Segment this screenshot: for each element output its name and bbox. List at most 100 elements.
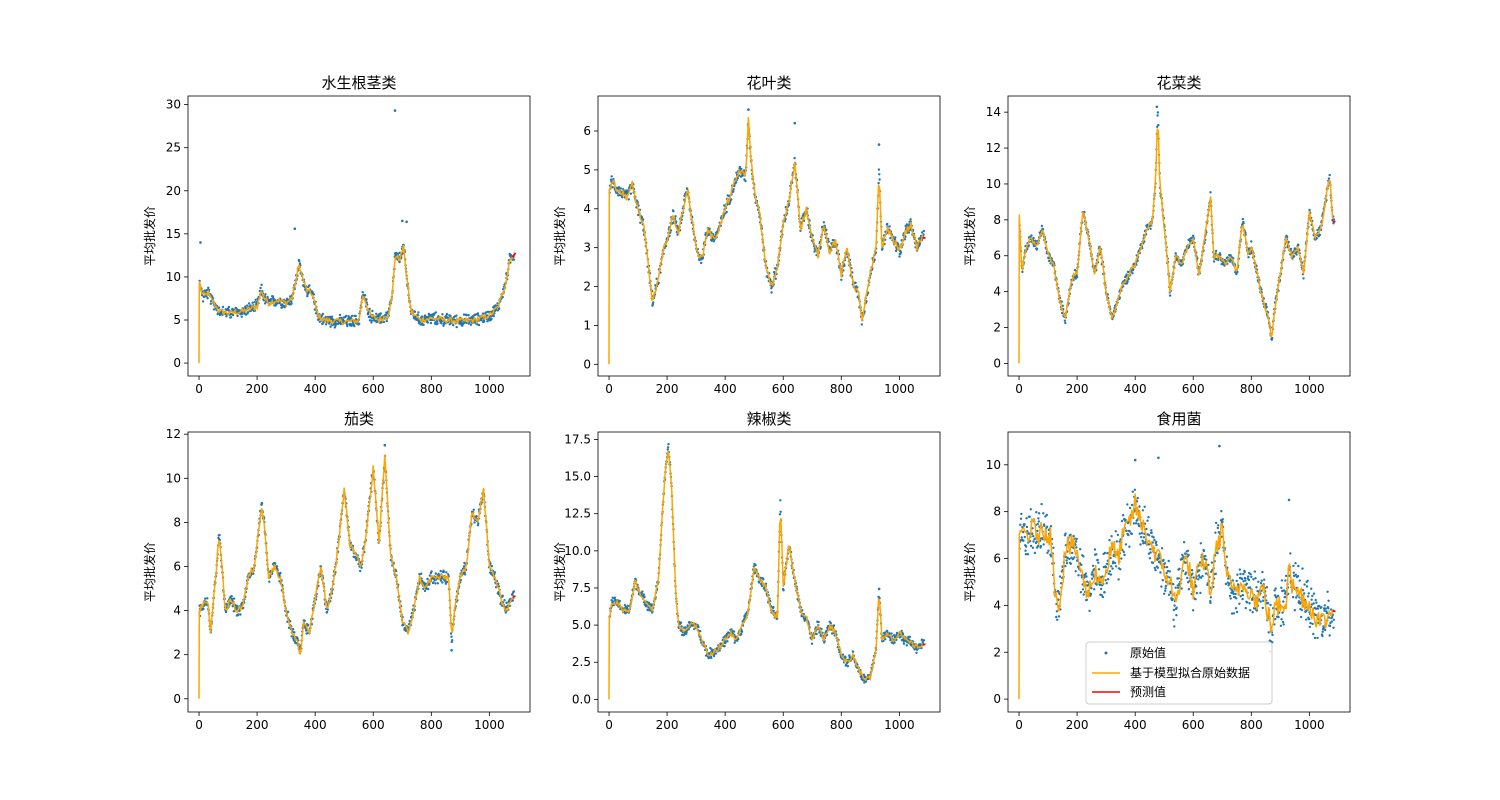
data-point — [714, 652, 718, 655]
data-point — [496, 309, 499, 312]
data-point — [1056, 618, 1059, 621]
data-point — [306, 294, 309, 298]
data-point — [490, 565, 494, 568]
data-point — [684, 626, 687, 629]
data-point — [1214, 249, 1218, 253]
data-point — [787, 204, 791, 207]
data-point — [652, 301, 655, 304]
data-point — [1103, 551, 1107, 555]
data-point — [827, 240, 830, 243]
data-point — [375, 312, 378, 315]
data-point — [922, 229, 926, 233]
data-point — [511, 599, 514, 602]
data-point — [896, 243, 900, 246]
data-point — [851, 271, 854, 274]
data-point — [1077, 574, 1080, 577]
data-point — [878, 597, 881, 600]
data-point — [436, 582, 440, 585]
data-point — [760, 584, 764, 588]
data-point — [1091, 571, 1094, 574]
data-point — [401, 219, 404, 223]
data-point — [1236, 270, 1239, 274]
data-point — [441, 581, 444, 584]
x-tick-label: 400 — [304, 718, 327, 732]
plot-area — [1018, 105, 1336, 364]
data-point — [422, 323, 425, 326]
y-tick-label: 0 — [583, 357, 591, 371]
data-point — [813, 250, 816, 253]
data-point — [1042, 512, 1045, 515]
x-tick-label: 200 — [656, 718, 679, 732]
x-tick-label: 200 — [246, 718, 269, 732]
x-tick-label: 1000 — [1294, 382, 1325, 396]
data-point — [1209, 191, 1212, 194]
data-point — [754, 563, 757, 567]
data-point — [680, 625, 683, 628]
data-point — [1037, 512, 1041, 515]
data-point — [629, 192, 633, 195]
data-point — [468, 321, 471, 324]
y-tick-label: 10 — [166, 270, 181, 284]
y-tick-label: 1 — [583, 318, 591, 332]
x-tick-label: 600 — [362, 382, 385, 396]
data-point — [439, 579, 443, 582]
data-point — [1247, 256, 1250, 259]
data-point — [625, 611, 628, 614]
data-point — [626, 604, 629, 607]
data-point — [894, 249, 898, 253]
data-point — [921, 641, 924, 644]
x-tick-label: 0 — [605, 718, 613, 732]
data-point — [1093, 548, 1097, 551]
data-point — [298, 259, 301, 263]
data-point — [844, 656, 847, 659]
data-point — [1332, 222, 1335, 225]
data-point — [877, 181, 880, 185]
data-point — [360, 566, 363, 569]
data-point — [452, 324, 455, 327]
data-point — [326, 608, 329, 611]
data-point — [737, 637, 740, 641]
data-point — [485, 314, 489, 317]
data-point — [1096, 558, 1099, 562]
data-point — [1068, 557, 1071, 561]
data-point — [383, 443, 387, 447]
data-point — [365, 298, 368, 301]
x-tick-label: 0 — [605, 382, 613, 396]
data-point — [242, 606, 245, 610]
data-point — [886, 222, 889, 226]
data-point — [1037, 517, 1040, 520]
data-point — [512, 258, 516, 261]
series-fit-line — [608, 450, 924, 700]
y-tick-label: 15 — [166, 227, 181, 241]
data-point — [881, 247, 884, 250]
data-point — [1080, 563, 1083, 567]
data-point — [614, 599, 617, 602]
data-point — [1242, 221, 1245, 225]
data-point — [477, 323, 481, 327]
data-point — [225, 315, 228, 318]
data-point — [890, 632, 893, 635]
plot-area — [608, 108, 926, 365]
x-tick-label: 200 — [246, 382, 269, 396]
data-point — [354, 314, 357, 318]
data-point — [1024, 553, 1028, 556]
data-point — [281, 306, 284, 309]
data-point — [1023, 523, 1026, 526]
data-point — [236, 605, 239, 608]
data-point — [898, 255, 901, 258]
data-point — [477, 314, 480, 317]
data-point — [1085, 575, 1088, 578]
data-point — [1106, 578, 1110, 581]
data-point — [306, 624, 310, 627]
data-point — [640, 216, 644, 219]
data-point — [231, 313, 235, 317]
data-point — [1118, 540, 1121, 543]
y-tick-label: 2.5 — [572, 655, 591, 669]
data-point — [353, 324, 356, 328]
data-point — [733, 184, 736, 188]
y-tick-label: 0 — [993, 356, 1001, 370]
data-point — [497, 582, 500, 585]
data-point — [667, 443, 670, 446]
